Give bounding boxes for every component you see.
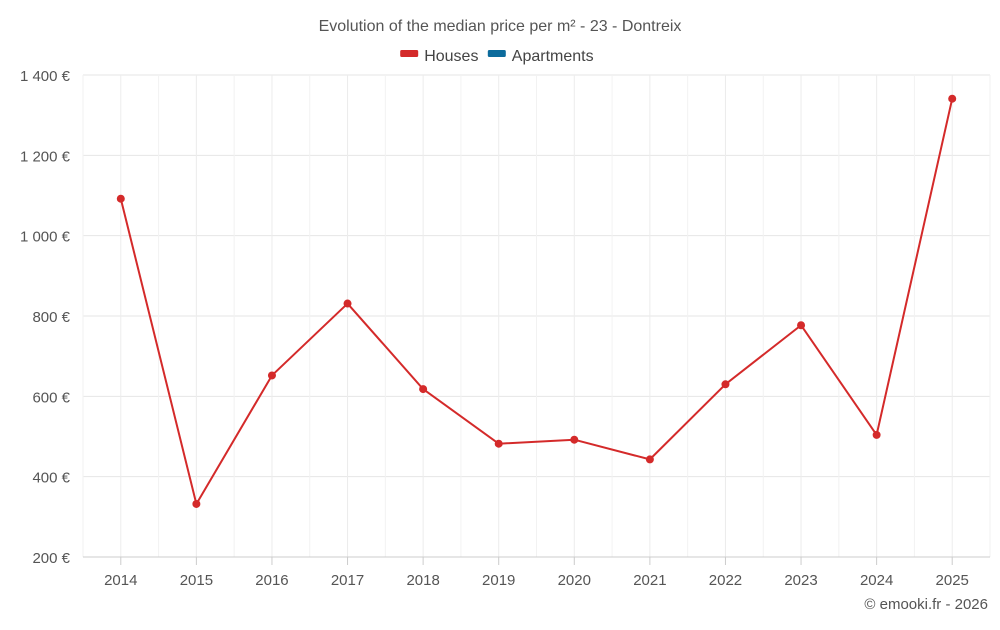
chart-title: Evolution of the median price per m² - 2… (319, 18, 682, 35)
chart-credit[interactable]: © emooki.fr - 2026 (864, 596, 988, 613)
y-tick-label: 1 200 € (20, 148, 71, 165)
data-point[interactable] (721, 380, 730, 389)
y-tick-label: 800 € (32, 309, 70, 326)
x-tick-label: 2021 (633, 572, 666, 589)
x-tick-label: 2018 (406, 572, 439, 589)
x-tick-label: 2023 (784, 572, 817, 589)
y-axis: 200 € 400 € 600 € 800 € 1 000 € 1 200 € 1 400 … (20, 68, 71, 567)
data-point[interactable] (343, 299, 352, 308)
x-tick-label: 2022 (709, 572, 742, 589)
data-point[interactable] (797, 321, 806, 330)
x-tick-label: 2017 (331, 572, 364, 589)
y-tick-label: 400 € (32, 470, 70, 487)
data-point[interactable] (267, 371, 276, 380)
series-line-houses (119, 98, 954, 505)
x-tick-label: 2019 (482, 572, 515, 589)
x-tick-label: 2025 (936, 572, 969, 589)
grid (82, 74, 991, 557)
legend-label: Houses (424, 48, 478, 65)
legend-label: Apartments (512, 48, 594, 65)
legend-item-apartments[interactable]: Apartments (487, 48, 594, 65)
data-point[interactable] (419, 385, 428, 394)
data-point[interactable] (116, 194, 125, 203)
y-tick-label: 200 € (32, 550, 70, 567)
y-tick-label: 600 € (32, 389, 70, 406)
legend-item-houses[interactable]: Houses (400, 48, 478, 65)
data-point[interactable] (570, 435, 579, 444)
data-point[interactable] (494, 439, 503, 448)
data-point[interactable] (948, 94, 957, 103)
legend: Houses Apartments (400, 48, 594, 65)
x-tick-label: 2020 (558, 572, 591, 589)
x-tick-label: 2024 (860, 572, 893, 589)
y-tick-label: 1 400 € (20, 68, 71, 85)
series-layer (116, 94, 957, 508)
x-axis: 2014 2015 2016 2017 2018 2019 2020 2021 2022 2023… (83, 556, 990, 589)
data-point[interactable] (192, 499, 201, 508)
x-tick-label: 2016 (255, 572, 288, 589)
y-tick-label: 1 000 € (20, 229, 71, 246)
data-point[interactable] (872, 430, 881, 439)
x-tick-label: 2014 (104, 572, 137, 589)
data-point[interactable] (645, 455, 654, 464)
legend-swatch (400, 50, 419, 57)
legend-swatch (487, 50, 506, 57)
x-tick-label: 2015 (180, 572, 213, 589)
